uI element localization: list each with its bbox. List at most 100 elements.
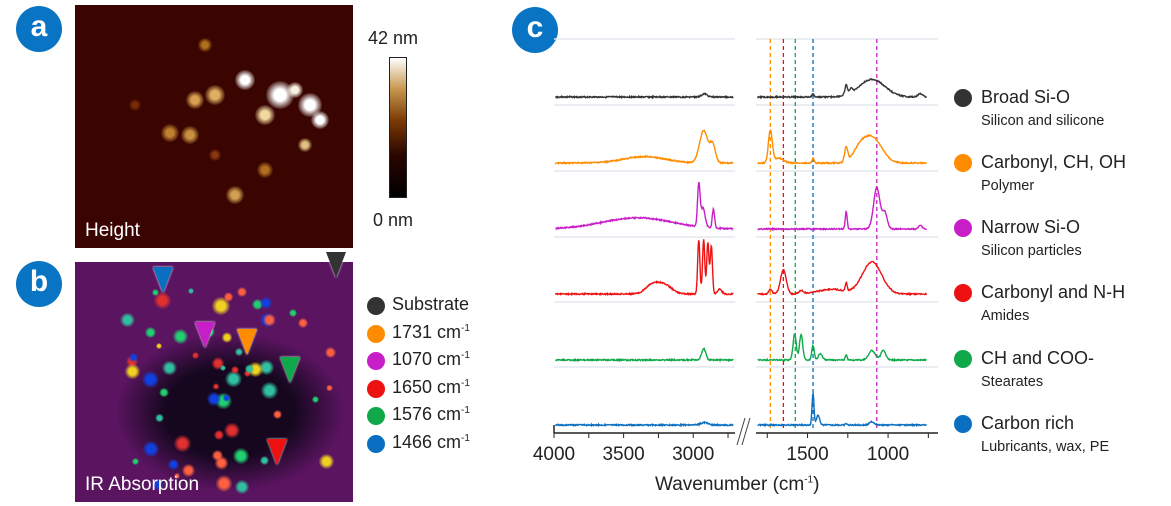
height-feature bbox=[255, 105, 275, 125]
legend-series-description: Lubricants, wax, PE bbox=[981, 439, 1110, 455]
location-marker-icon bbox=[267, 439, 287, 465]
ir-feature bbox=[141, 370, 160, 389]
ir-feature bbox=[182, 463, 196, 477]
axis-break-icon bbox=[736, 417, 746, 446]
location-marker-icon bbox=[195, 322, 215, 348]
legend-label: 1731 cm-1 bbox=[392, 322, 470, 343]
height-colorbar bbox=[389, 57, 407, 198]
ir-feature bbox=[325, 346, 337, 359]
spectrum-line bbox=[555, 92, 734, 100]
spectrum-line bbox=[555, 181, 734, 231]
legend-dot bbox=[367, 434, 385, 453]
spectrum-line bbox=[757, 128, 928, 166]
ir-feature bbox=[222, 394, 231, 402]
ir-feature bbox=[162, 360, 177, 375]
height-map-image: Height bbox=[75, 5, 353, 248]
ir-feature bbox=[225, 370, 243, 388]
location-marker-icon bbox=[153, 267, 173, 293]
x-tick-label: 3000 bbox=[672, 444, 714, 465]
ir-feature bbox=[167, 458, 180, 471]
legend-label: 1466 cm-1 bbox=[392, 432, 470, 453]
panel-b-badge: b bbox=[16, 261, 62, 307]
ir-feature bbox=[129, 353, 138, 362]
legend-dot bbox=[954, 154, 972, 172]
legend-dot bbox=[954, 219, 972, 237]
ir-feature bbox=[211, 449, 223, 462]
height-feature bbox=[181, 126, 199, 144]
x-tick-label: 4000 bbox=[533, 444, 575, 465]
x-axis-label-sup: -1 bbox=[804, 474, 814, 486]
ir-feature bbox=[311, 395, 319, 403]
ir-feature bbox=[207, 392, 222, 407]
spectrum-line bbox=[757, 260, 928, 297]
legend-series-name: Narrow Si-O bbox=[981, 217, 1081, 237]
ir-feature bbox=[288, 309, 297, 318]
ir-absorption-image: IR Absorption bbox=[75, 262, 353, 502]
height-feature bbox=[209, 149, 221, 161]
spectrum-line bbox=[554, 129, 734, 165]
axis-break-icon bbox=[741, 417, 751, 446]
ir-feature bbox=[244, 364, 255, 374]
legend-label-sup: -1 bbox=[461, 405, 470, 416]
spectrum-line bbox=[554, 239, 734, 297]
legend-series-name: Carbon rich bbox=[981, 413, 1075, 433]
legend-label: Substrate bbox=[392, 294, 469, 315]
legend-dot bbox=[954, 284, 972, 302]
x-axis-label-close: ) bbox=[813, 474, 820, 495]
colorbar-min-label: 0 nm bbox=[373, 210, 414, 230]
ir-feature bbox=[262, 313, 276, 327]
legend-dot bbox=[954, 89, 972, 107]
legend-label-sup: -1 bbox=[461, 350, 470, 361]
ir-feature bbox=[236, 286, 247, 297]
legend-series-description: Silicon particles bbox=[981, 243, 1082, 259]
x-axis-label: Wavenumber (cm-1) bbox=[655, 474, 819, 496]
height-feature bbox=[298, 93, 322, 117]
x-tick-label: 3500 bbox=[602, 444, 644, 465]
ir-feature bbox=[155, 342, 163, 350]
colorbar-max-label: 42 nm bbox=[368, 28, 419, 48]
ir-feature bbox=[252, 299, 264, 311]
ir-feature bbox=[152, 479, 164, 491]
legend-dot bbox=[367, 379, 385, 398]
height-label: Height bbox=[85, 220, 140, 241]
spectrum-line bbox=[756, 78, 927, 100]
ir-feature bbox=[260, 455, 270, 465]
legend-label-text: 1576 cm bbox=[392, 404, 462, 424]
ir-feature bbox=[173, 329, 188, 345]
location-marker-icon bbox=[326, 252, 346, 278]
ir-feature bbox=[192, 352, 200, 359]
legend-dot bbox=[954, 350, 972, 368]
ir-feature bbox=[155, 413, 165, 423]
ir-feature bbox=[233, 448, 250, 465]
spectrum-line bbox=[757, 333, 927, 363]
legend-dot bbox=[367, 352, 385, 370]
legend-label: 1650 cm-1 bbox=[392, 377, 470, 398]
ir-feature bbox=[212, 383, 220, 391]
legend-dot bbox=[367, 297, 385, 315]
height-feature bbox=[257, 162, 273, 178]
ir-feature bbox=[220, 364, 227, 372]
ir-feature bbox=[214, 429, 225, 440]
ir-feature bbox=[125, 364, 140, 379]
ir-feature bbox=[215, 475, 233, 493]
height-feature bbox=[226, 186, 244, 204]
legend-label-sup: -1 bbox=[461, 377, 470, 389]
ir-feature bbox=[243, 370, 251, 378]
height-feature bbox=[266, 81, 294, 109]
spectrum-line bbox=[757, 392, 928, 428]
ir-feature bbox=[221, 332, 233, 343]
x-axis-label-text: Wavenumber (cm bbox=[655, 474, 805, 495]
height-feature bbox=[235, 70, 255, 90]
ir-feature bbox=[187, 287, 195, 295]
ir-feature bbox=[174, 435, 191, 452]
ir-feature bbox=[272, 409, 282, 420]
ir-feature bbox=[297, 317, 308, 328]
ir-feature bbox=[234, 479, 249, 494]
legend-series-name: Carbonyl and N-H bbox=[981, 282, 1126, 302]
panel-a-badge: a bbox=[16, 6, 62, 52]
ir-feature bbox=[223, 292, 234, 302]
legend-series-description: Stearates bbox=[981, 374, 1044, 390]
spectrum-line bbox=[555, 346, 734, 363]
ir-feature bbox=[144, 326, 157, 339]
